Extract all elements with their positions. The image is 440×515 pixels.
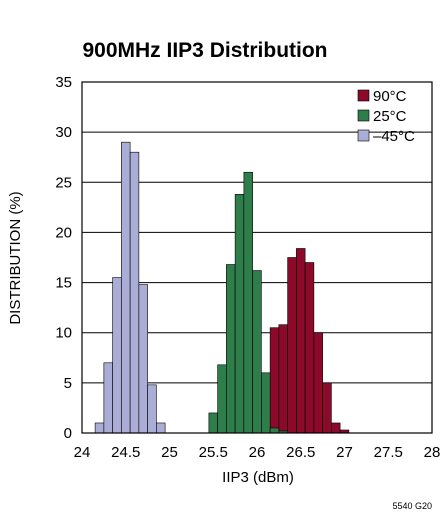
bar-series-0-bin-7 [322, 382, 332, 434]
histogram-bars [94, 141, 350, 434]
bar-series-2-bin-0 [94, 422, 105, 434]
bar-series-1-bin-2 [226, 264, 236, 434]
bar-series-0-bin-1 [269, 327, 280, 434]
bar-series-1-bin-7 [269, 427, 280, 434]
bar-series-2-bin-4 [129, 151, 140, 434]
plot-frame [81, 81, 433, 434]
x-axis-label: IIP3 (dBm) [222, 469, 294, 486]
legend-swatch [357, 129, 370, 142]
y-tick-label: 25 [55, 174, 72, 191]
legend-swatch [357, 109, 370, 122]
bar-series-2-bin-7 [156, 422, 166, 434]
y-tick-label: 10 [55, 325, 72, 342]
y-tick-labels: 0 5 10 15 20 25 30 35 [55, 74, 72, 442]
bar-series-1-bin-3 [234, 194, 245, 434]
bar-series-1-bin-4 [243, 171, 253, 434]
figure-id: 5540 G20 [392, 501, 432, 511]
x-tick-label: 24 [74, 444, 91, 461]
x-tick-label: 24.5 [111, 444, 140, 461]
bar-series-1-bin-5 [252, 270, 262, 434]
legend-label: 90°C [373, 88, 407, 105]
bar-series-0-bin-6 [313, 332, 323, 434]
x-tick-label: 27.5 [374, 444, 403, 461]
bar-series-1-bin-0 [208, 412, 218, 434]
x-tick-label: 26 [249, 444, 266, 461]
bar-series-2-bin-6 [147, 384, 157, 434]
bar-series-1-bin-1 [217, 364, 227, 434]
bar-series-1-bin-6 [261, 372, 271, 434]
bar-series-0-bin-2 [278, 324, 288, 434]
bar-series-0-bin-4 [296, 248, 306, 434]
y-tick-label: 5 [64, 375, 72, 392]
bar-series-2-bin-5 [138, 284, 148, 434]
bar-series-0-bin-5 [304, 262, 315, 434]
legend-label: –45°C [373, 128, 415, 145]
y-tick-label: 30 [55, 124, 72, 141]
bar-series-2-bin-3 [121, 141, 131, 434]
x-tick-label: 28 [424, 444, 440, 461]
y-tick-label: 0 [64, 425, 72, 442]
y-tick-label: 15 [55, 275, 72, 292]
chart-title: 900MHz IIP3 Distribution [82, 39, 327, 62]
y-axis-label: DISTRIBUTION (%) [7, 191, 24, 324]
x-tick-labels: 24 24.5 25 25.5 26 26.5 27 27.5 28 [74, 444, 440, 461]
legend-swatch [357, 89, 370, 102]
legend-label: 25°C [373, 108, 407, 125]
y-tick-label: 35 [55, 74, 72, 91]
bar-series-0-bin-3 [287, 257, 297, 434]
x-tick-label: 25 [161, 444, 178, 461]
bar-series-2-bin-1 [103, 362, 113, 434]
x-tick-label: 25.5 [199, 444, 228, 461]
x-tick-label: 26.5 [286, 444, 315, 461]
x-tick-label: 27 [336, 444, 353, 461]
legend: 90°C 25°C –45°C [357, 88, 415, 145]
y-tick-label: 20 [55, 224, 72, 241]
bar-series-2-bin-2 [112, 277, 122, 434]
bar-series-0-bin-8 [331, 422, 341, 434]
